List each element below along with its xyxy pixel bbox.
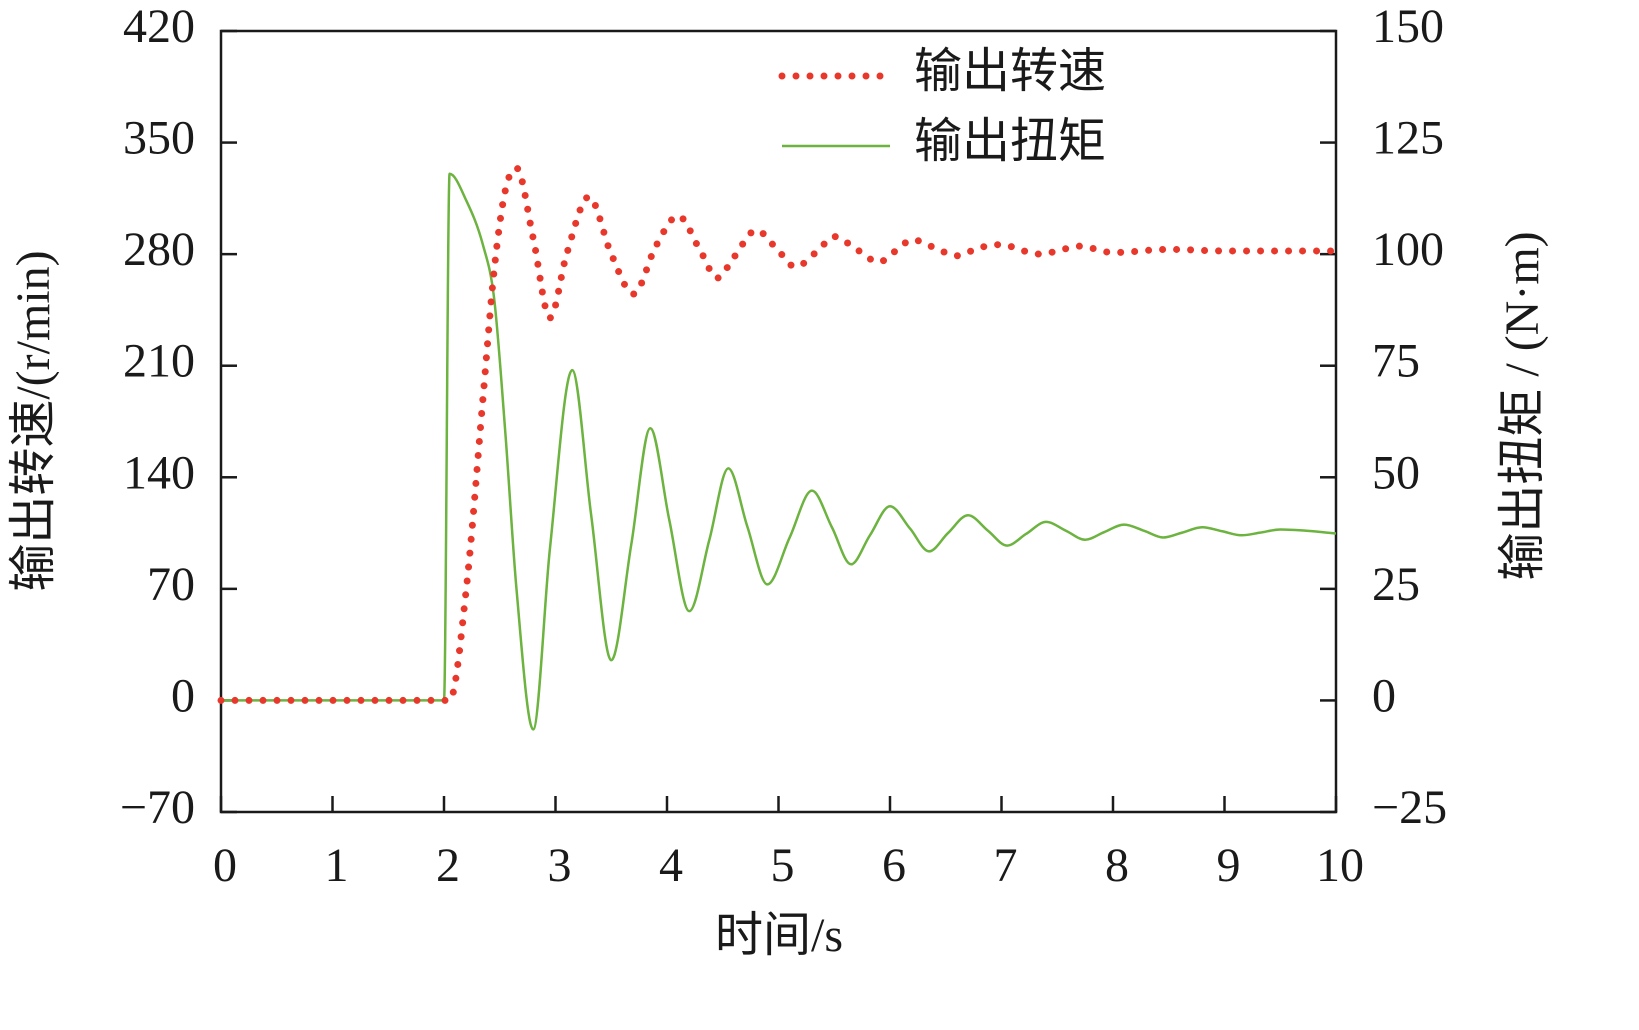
x-tick-label: 4 [659, 839, 683, 892]
x-axis-label: 时间/s [715, 909, 843, 962]
series-line [217, 164, 1340, 704]
y-tick-label: 350 [123, 112, 195, 165]
legend-label: 输出扭矩 [914, 115, 1106, 168]
y-axis-label: 输出转速/(r/min) [7, 250, 60, 591]
series-line [221, 172, 1337, 731]
y2-tick-label: 150 [1372, 0, 1444, 53]
x-tick-label: 8 [1105, 839, 1129, 892]
x-tick-label: 10 [1316, 839, 1364, 892]
y2-axis-label: 输出扭矩 / (N·m) [1496, 231, 1549, 580]
x-tick-label: 1 [325, 839, 349, 892]
x-tick-label: 2 [436, 839, 460, 892]
y2-tick-label: 125 [1372, 112, 1444, 165]
plot-frame [219, 29, 1338, 814]
x-tick-label: 5 [771, 839, 795, 892]
x-tick-label: 7 [994, 839, 1018, 892]
y-tick-label: 280 [123, 223, 195, 276]
y-tick-label: −70 [120, 781, 195, 834]
legend-label: 输出转速 [914, 45, 1106, 98]
y2-tick-label: 0 [1372, 669, 1396, 722]
y-tick-label: 0 [171, 669, 195, 722]
y2-tick-label: −25 [1372, 781, 1447, 834]
y2-tick-label: 25 [1372, 558, 1420, 611]
x-tick-label: 6 [882, 839, 906, 892]
y2-tick-label: 50 [1372, 446, 1420, 499]
y-tick-label: 420 [123, 0, 195, 53]
y2-tick-label: 75 [1372, 335, 1420, 388]
y2-tick-label: 100 [1372, 223, 1444, 276]
x-tick-label: 0 [213, 839, 237, 892]
x-tick-label: 3 [548, 839, 572, 892]
x-tick-label: 9 [1217, 839, 1241, 892]
y-tick-label: 70 [147, 558, 195, 611]
y-tick-label: 140 [123, 446, 195, 499]
y-tick-label: 210 [123, 335, 195, 388]
